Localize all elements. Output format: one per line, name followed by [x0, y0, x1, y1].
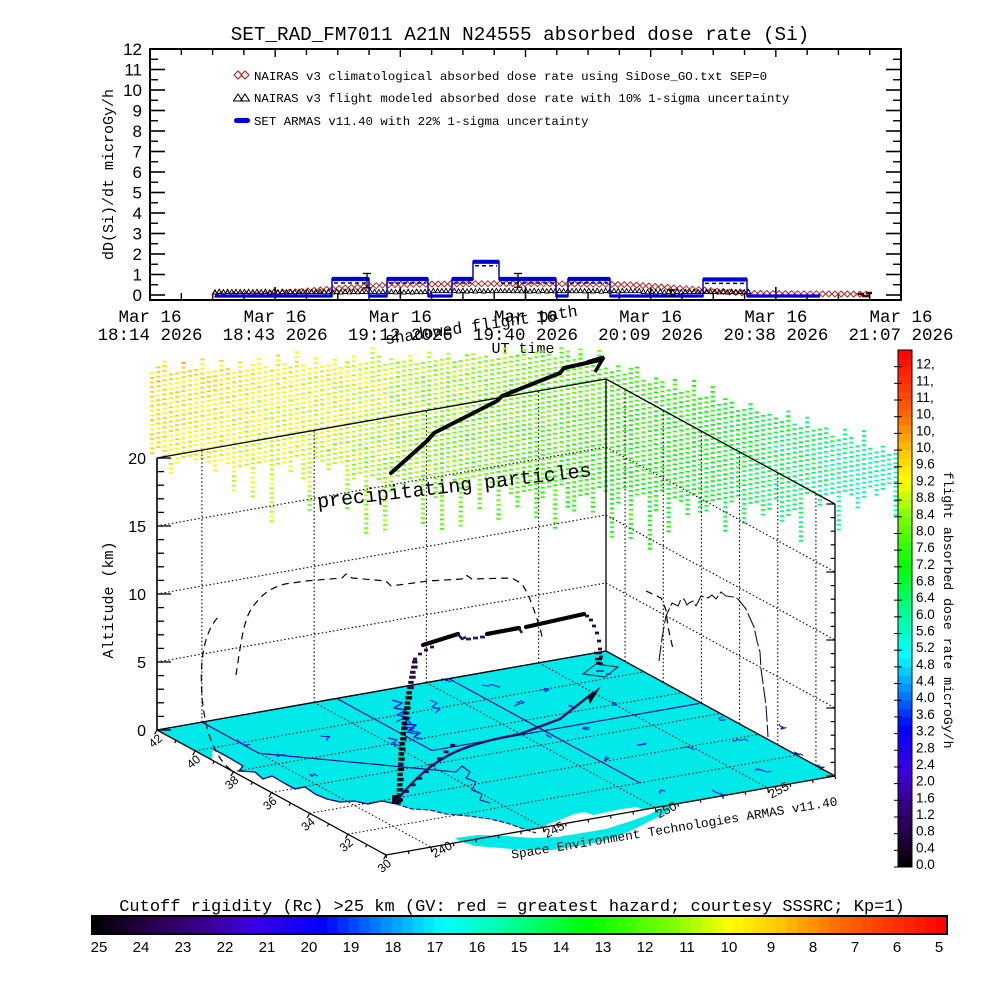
svg-text:dD(Si)/dt microGy/h: dD(Si)/dt microGy/h [101, 89, 118, 260]
svg-text:20: 20 [301, 939, 318, 956]
svg-text:Cutoff rigidity (Rc) >25 km (G: Cutoff rigidity (Rc) >25 km (GV: red = g… [119, 898, 905, 917]
svg-text:3: 3 [133, 225, 142, 244]
svg-text:9.6: 9.6 [916, 457, 935, 472]
svg-text:1.2: 1.2 [916, 807, 935, 822]
svg-text:2: 2 [133, 245, 142, 264]
svg-text:9.2: 9.2 [916, 473, 935, 488]
svg-text:2.0: 2.0 [916, 774, 935, 789]
svg-text:5: 5 [133, 184, 142, 203]
svg-text:5: 5 [137, 655, 146, 672]
svg-text:Altitude (km): Altitude (km) [101, 541, 118, 658]
svg-text:20:09 2026: 20:09 2026 [598, 326, 703, 346]
svg-text:18: 18 [385, 939, 402, 956]
svg-text:10: 10 [128, 587, 146, 604]
svg-text:19:12 2026: 19:12 2026 [348, 326, 453, 346]
svg-text:2.8: 2.8 [916, 740, 935, 755]
svg-text:12: 12 [123, 40, 142, 59]
svg-text:5.2: 5.2 [916, 640, 935, 655]
svg-text:18:14 2026: 18:14 2026 [97, 326, 202, 346]
svg-text:5: 5 [935, 939, 943, 956]
svg-text:20:38 2026: 20:38 2026 [723, 326, 828, 346]
svg-text:18:43 2026: 18:43 2026 [223, 326, 328, 346]
svg-text:Mar 16: Mar 16 [619, 308, 682, 328]
svg-text:NAIRAS v3 flight modeled absor: NAIRAS v3 flight modeled absorbed dose r… [254, 92, 790, 106]
svg-text:19:40 2026: 19:40 2026 [473, 326, 578, 346]
svg-text:8.0: 8.0 [916, 523, 935, 538]
svg-text:0.0: 0.0 [916, 857, 935, 872]
svg-text:6: 6 [133, 163, 142, 182]
svg-text:22: 22 [217, 939, 234, 956]
svg-text:13: 13 [595, 939, 612, 956]
svg-text:NAIRAS v3 climatological absor: NAIRAS v3 climatological absorbed dose r… [254, 70, 767, 84]
svg-text:7: 7 [133, 143, 142, 162]
svg-text:Mar 16: Mar 16 [118, 308, 181, 328]
svg-text:SET ARMAS v11.40 with 22% 1-si: SET ARMAS v11.40 with 22% 1-sigma uncert… [254, 115, 589, 129]
svg-text:1: 1 [133, 266, 142, 285]
svg-text:10,: 10, [916, 423, 935, 438]
svg-text:24: 24 [133, 939, 150, 956]
svg-text:7: 7 [851, 939, 859, 956]
svg-text:1.6: 1.6 [916, 790, 935, 805]
svg-text:5.6: 5.6 [916, 624, 935, 639]
svg-text:11: 11 [124, 61, 142, 80]
svg-text:flight absorbed dose rate micr: flight absorbed dose rate microGy/h [940, 472, 955, 749]
svg-text:3.2: 3.2 [916, 724, 935, 739]
svg-text:0: 0 [137, 723, 146, 740]
svg-text:6.4: 6.4 [916, 590, 935, 605]
svg-text:10: 10 [123, 81, 142, 100]
svg-text:14: 14 [553, 939, 570, 956]
svg-text:8.4: 8.4 [916, 507, 935, 522]
svg-text:Mar 16: Mar 16 [244, 308, 307, 328]
svg-text:Mar 16: Mar 16 [869, 308, 932, 328]
svg-text:0.8: 0.8 [916, 824, 935, 839]
svg-text:0.4: 0.4 [916, 840, 935, 855]
svg-text:23: 23 [175, 939, 192, 956]
svg-text:8.8: 8.8 [916, 490, 935, 505]
svg-text:12,: 12, [916, 357, 935, 372]
svg-text:25: 25 [91, 939, 108, 956]
svg-text:10,: 10, [916, 440, 935, 455]
svg-text:4: 4 [133, 204, 142, 223]
svg-text:11,: 11, [916, 373, 934, 388]
svg-text:8: 8 [809, 939, 817, 956]
svg-text:SET_RAD_FM7011 A21N N24555 a: SET_RAD_FM7011 A21N N24555 absorbed dose… [231, 24, 810, 46]
svg-text:20: 20 [128, 451, 146, 468]
svg-text:15: 15 [128, 519, 146, 536]
svg-text:11: 11 [679, 939, 695, 956]
svg-text:0: 0 [133, 286, 142, 305]
svg-text:3.6: 3.6 [916, 707, 935, 722]
svg-text:15: 15 [511, 939, 528, 956]
svg-text:11,: 11, [916, 390, 934, 405]
svg-text:21: 21 [259, 939, 276, 956]
svg-text:4.8: 4.8 [916, 657, 935, 672]
svg-text:Mar 16: Mar 16 [369, 308, 432, 328]
svg-text:12: 12 [637, 939, 654, 956]
svg-text:8: 8 [133, 122, 142, 141]
svg-text:7.2: 7.2 [916, 557, 935, 572]
svg-text:2.4: 2.4 [916, 757, 935, 772]
svg-text:6: 6 [893, 939, 901, 956]
svg-text:9: 9 [133, 102, 142, 121]
svg-text:16: 16 [469, 939, 486, 956]
svg-text:21:07 2026: 21:07 2026 [848, 326, 953, 346]
svg-text:19: 19 [343, 939, 360, 956]
svg-text:6.0: 6.0 [916, 607, 935, 622]
svg-text:Mar 16: Mar 16 [494, 308, 557, 328]
svg-text:10,: 10, [916, 407, 935, 422]
svg-text:7.6: 7.6 [916, 540, 935, 555]
svg-text:17: 17 [427, 939, 444, 956]
svg-text:4.4: 4.4 [916, 674, 935, 689]
svg-text:10: 10 [721, 939, 738, 956]
svg-text:Mar 16: Mar 16 [744, 308, 807, 328]
svg-text:4.0: 4.0 [916, 690, 935, 705]
svg-text:9: 9 [767, 939, 775, 956]
svg-text:6.8: 6.8 [916, 573, 935, 588]
